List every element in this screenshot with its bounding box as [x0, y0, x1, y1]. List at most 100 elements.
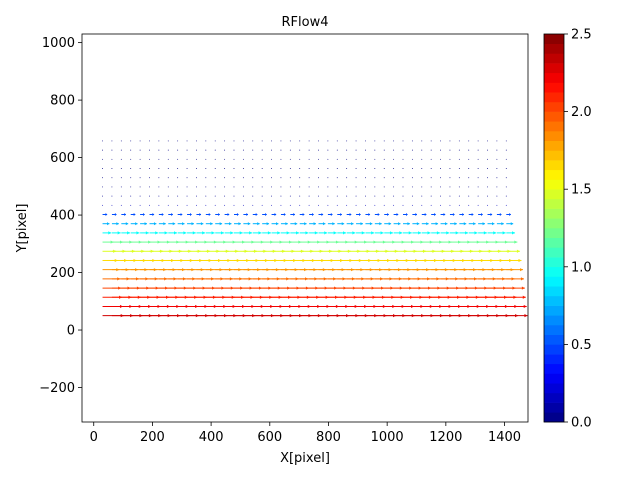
arrow-head — [332, 222, 335, 226]
arrow-point — [289, 186, 291, 188]
arrow-point — [346, 140, 348, 142]
arrow-point — [120, 177, 122, 179]
arrow-point — [177, 140, 179, 142]
arrow-point — [355, 140, 357, 142]
arrow-point — [214, 204, 216, 206]
arrow-point — [393, 149, 395, 151]
arrow-head — [293, 212, 295, 217]
arrow-head — [424, 212, 427, 217]
colorbar-tick-label: 1.5 — [571, 183, 592, 198]
arrow-point — [158, 140, 160, 142]
arrow-point — [327, 149, 329, 151]
arrow-point — [167, 195, 169, 197]
arrow-point — [327, 168, 329, 169]
arrow-point — [477, 149, 479, 151]
arrow-point — [364, 140, 366, 142]
arrow-point — [402, 168, 404, 169]
arrow-point — [158, 204, 160, 206]
arrow-head — [521, 286, 525, 290]
arrow-point — [308, 186, 310, 188]
arrow-head — [426, 222, 429, 226]
colorbar-segment — [544, 247, 564, 258]
arrow-point — [430, 140, 432, 142]
arrow-point — [186, 195, 188, 197]
arrow-point — [487, 177, 488, 179]
arrow-point — [374, 177, 376, 179]
arrow-point — [252, 204, 254, 206]
arrow-point — [186, 149, 188, 151]
y-tick-label: 200 — [50, 266, 75, 281]
x-tick-label: 1200 — [429, 430, 462, 445]
arrow-point — [383, 186, 385, 188]
arrow-point — [224, 177, 226, 179]
arrow-head — [294, 222, 298, 226]
colorbar-segment — [544, 305, 564, 316]
colorbar-frame — [543, 33, 565, 423]
arrow-head — [283, 212, 286, 217]
arrow-point — [205, 149, 207, 151]
arrow-point — [224, 158, 226, 160]
arrow-point — [468, 158, 470, 160]
arrow-head — [360, 222, 363, 226]
arrow-point — [120, 140, 122, 142]
arrow-point — [336, 177, 338, 179]
arrow-point — [411, 186, 413, 188]
arrow-head — [407, 222, 410, 226]
arrow-point — [383, 204, 385, 206]
arrow-point — [195, 140, 197, 142]
arrow-point — [102, 186, 103, 188]
arrow-point — [487, 204, 488, 206]
arrow-point — [195, 177, 197, 179]
arrow-head — [408, 231, 412, 235]
colorbar-segment — [544, 160, 564, 171]
arrow-head — [322, 222, 326, 226]
arrow-head — [388, 222, 392, 226]
arrow-head — [340, 212, 342, 217]
arrow-point — [505, 140, 507, 142]
arrow-point — [440, 186, 442, 188]
colorbar-segment — [544, 82, 564, 93]
arrow-head — [314, 231, 318, 235]
colorbar-segment — [544, 266, 564, 277]
arrow-point — [393, 140, 395, 142]
arrow-point — [111, 186, 113, 188]
x-tick-label: 600 — [257, 430, 282, 445]
arrow-point — [214, 149, 216, 151]
arrow-head — [502, 231, 506, 235]
arrow-head — [359, 212, 361, 217]
arrow-point — [458, 149, 460, 151]
colorbar-segment — [544, 63, 564, 74]
arrow-point — [271, 140, 272, 142]
colorbar-segment — [544, 43, 564, 54]
arrow-point — [440, 158, 442, 160]
arrow-point — [252, 186, 254, 188]
arrow-point — [440, 149, 442, 151]
arrow-point — [177, 186, 179, 188]
arrow-point — [421, 149, 423, 151]
arrow-point — [402, 195, 404, 197]
arrow-point — [280, 204, 282, 206]
arrow-point — [505, 158, 507, 160]
y-tick-label: 800 — [50, 94, 75, 109]
arrow-point — [195, 186, 197, 188]
arrow-point — [421, 168, 423, 169]
arrow-point — [505, 204, 507, 206]
arrow-head — [208, 212, 211, 217]
arrow-point — [195, 168, 197, 169]
arrow-point — [449, 204, 451, 206]
arrow-head — [341, 222, 345, 226]
arrow-point — [139, 168, 141, 169]
arrow-point — [111, 149, 113, 151]
arrow-point — [242, 149, 244, 151]
arrow-point — [271, 204, 272, 206]
arrow-head — [481, 212, 483, 217]
arrow-head — [512, 231, 516, 235]
arrow-point — [167, 177, 169, 179]
arrow-head — [127, 231, 131, 235]
arrow-head — [427, 231, 431, 235]
colorbar-segment — [544, 315, 564, 326]
arrow-point — [355, 168, 357, 169]
arrow-head — [190, 212, 192, 217]
arrow-head — [523, 304, 527, 309]
arrow-point — [120, 204, 122, 206]
